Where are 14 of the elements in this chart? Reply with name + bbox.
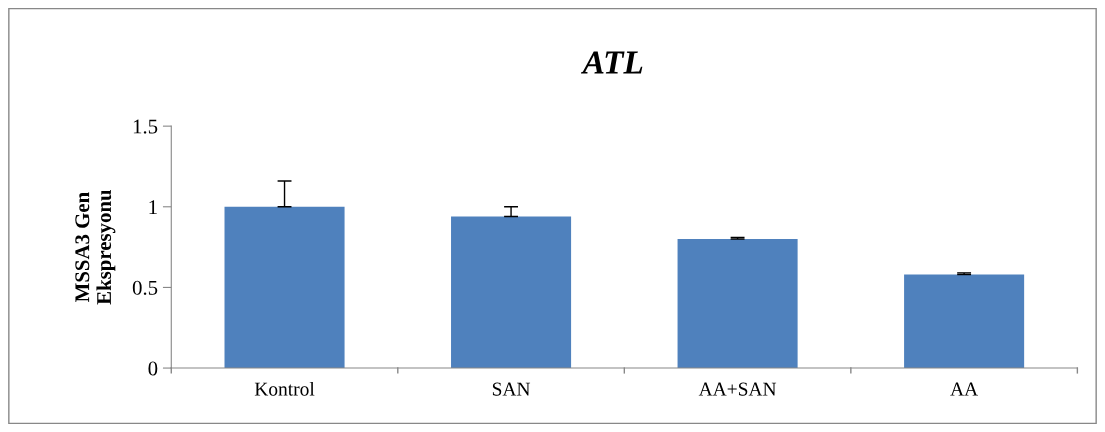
y-tick-label: 1.5 <box>133 119 158 134</box>
x-tick-label: SAN <box>492 382 531 396</box>
x-tick-label: AA+SAN <box>698 382 777 396</box>
y-tick-label: 1 <box>149 200 157 215</box>
y-tick-label: 0 <box>148 361 158 376</box>
bar <box>224 206 345 369</box>
x-tick-label: Kontrol <box>254 381 315 396</box>
bar <box>451 216 572 369</box>
y-axis-title: MSSA3 Gen Ekspresyonu <box>75 189 116 305</box>
bar <box>904 274 1025 369</box>
bar <box>677 239 798 369</box>
chart-title: ATL <box>580 51 643 74</box>
y-tick-label: 0.5 <box>132 280 158 295</box>
x-tick-label: AA <box>950 382 979 396</box>
